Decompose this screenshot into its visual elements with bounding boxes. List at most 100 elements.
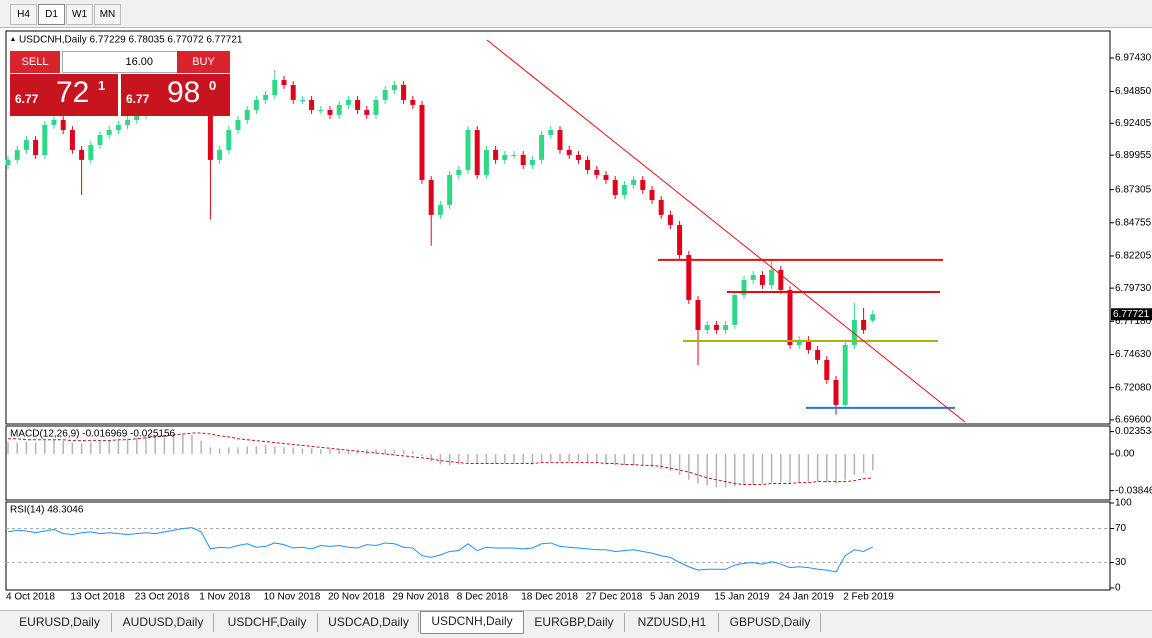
timeframe-button[interactable]: D1 bbox=[38, 4, 65, 25]
candle-body bbox=[134, 114, 140, 120]
x-tick-label: 23 Oct 2018 bbox=[135, 592, 190, 603]
buy-button[interactable]: BUY bbox=[177, 51, 230, 73]
candle-body bbox=[364, 109, 370, 115]
candle-body bbox=[575, 154, 581, 160]
candle-body bbox=[511, 154, 517, 156]
candle-body bbox=[502, 154, 508, 160]
candle-body bbox=[529, 159, 535, 165]
candle-body bbox=[750, 275, 756, 280]
candle-body bbox=[594, 169, 600, 176]
buy-price[interactable]: 6.77 98 0 bbox=[121, 74, 230, 116]
candle-body bbox=[851, 320, 857, 345]
candle-body bbox=[520, 154, 526, 165]
symbol-tab[interactable]: EURUSD,Daily bbox=[8, 613, 112, 632]
candle-body bbox=[640, 179, 646, 190]
y-tick-label: 6.82205 bbox=[1115, 251, 1152, 262]
candle-body bbox=[318, 109, 324, 111]
y-tick-label: 6.92405 bbox=[1115, 118, 1152, 129]
x-tick-label: 1 Nov 2018 bbox=[199, 592, 251, 603]
price-fraction: 1 bbox=[98, 78, 106, 93]
y-tick-label: 6.89955 bbox=[1115, 150, 1152, 161]
candle-body bbox=[585, 159, 591, 170]
candle-body bbox=[373, 99, 379, 115]
candle-body bbox=[631, 179, 637, 186]
volume-input[interactable]: 16.00 bbox=[62, 51, 178, 73]
candle-body bbox=[299, 99, 305, 101]
candle-body bbox=[263, 95, 269, 100]
candle-body bbox=[272, 79, 278, 96]
candle-body bbox=[226, 130, 232, 150]
candle-body bbox=[290, 85, 296, 100]
candle-body bbox=[125, 119, 131, 125]
price-pips: 72 bbox=[56, 76, 90, 109]
timeframe-toolbar: H4 D1 W1 MN bbox=[0, 0, 1152, 28]
candle-body bbox=[235, 119, 241, 131]
sell-button[interactable]: SELL bbox=[10, 51, 60, 73]
price-fraction: 0 bbox=[209, 78, 217, 93]
candle-body bbox=[106, 130, 112, 135]
symbol-tab[interactable]: USDCHF,Daily bbox=[217, 613, 318, 632]
timeframe-button[interactable]: MN bbox=[94, 4, 121, 25]
symbol-tab[interactable]: NZDUSD,H1 bbox=[626, 613, 719, 632]
candle-body bbox=[79, 149, 85, 160]
candle-body bbox=[677, 224, 683, 255]
volume: 16.00 bbox=[125, 56, 153, 68]
y-tick-label: -0.038466 bbox=[1115, 485, 1152, 496]
x-tick-label: 10 Nov 2018 bbox=[264, 592, 321, 603]
candle-body bbox=[824, 359, 830, 380]
chart: 6.97430 6.94850 6.92405 6.89955 6.87305 6.847… bbox=[5, 30, 1152, 603]
candle-body bbox=[51, 119, 57, 125]
candle-body bbox=[327, 109, 333, 115]
candle-body bbox=[465, 130, 471, 170]
x-tick-label: 4 Oct 2018 bbox=[6, 592, 55, 603]
rsi-line bbox=[7, 527, 874, 573]
symbol-tabs: EURUSD,Daily AUDUSD,Daily USDCHF,Daily USDC… bbox=[0, 610, 1152, 638]
candle-body bbox=[474, 130, 480, 176]
symbol-tab[interactable]: USDCAD,Daily bbox=[319, 613, 419, 632]
candle-body bbox=[14, 149, 20, 160]
trendline bbox=[486, 39, 966, 423]
x-tick-label: 24 Jan 2019 bbox=[779, 592, 834, 603]
title-marker bbox=[11, 37, 15, 41]
y-tick-label: 6.72080 bbox=[1115, 382, 1152, 393]
candle-body bbox=[410, 99, 416, 105]
candle-body bbox=[253, 99, 259, 110]
candle-body bbox=[345, 99, 351, 105]
timeframe-button[interactable]: H4 bbox=[10, 4, 37, 25]
symbol-tab[interactable]: USDCNH,Daily bbox=[420, 611, 524, 634]
candle-body bbox=[447, 175, 453, 205]
candle-body bbox=[217, 149, 223, 160]
candle-body bbox=[686, 254, 692, 300]
panel-title: MACD(12,26,9) -0.016969 -0.025156 bbox=[10, 429, 176, 440]
candle-body bbox=[723, 324, 729, 331]
candle-body bbox=[437, 204, 443, 215]
candle-body bbox=[759, 275, 765, 286]
x-tick-label: 29 Nov 2018 bbox=[392, 592, 449, 603]
last-price-box bbox=[1111, 308, 1152, 321]
symbol-tab[interactable]: GBPUSD,Daily bbox=[720, 613, 821, 632]
symbol-tab[interactable]: EURGBP,Daily bbox=[524, 613, 625, 632]
x-tick-label: 18 Dec 2018 bbox=[521, 592, 578, 603]
y-tick-label: 6.97430 bbox=[1115, 53, 1152, 64]
candle-body bbox=[621, 185, 627, 196]
candle-body bbox=[842, 344, 848, 405]
candle-body bbox=[649, 189, 655, 200]
y-tick-label: 0.023534 bbox=[1115, 426, 1152, 437]
price-prefix: 6.77 bbox=[126, 92, 150, 106]
chart-title: USDCNH,Daily 6.77229 6.78035 6.77072 6.7… bbox=[19, 35, 243, 46]
candle-body bbox=[704, 324, 710, 331]
candle-body bbox=[309, 99, 315, 110]
symbol-tab[interactable]: AUDUSD,Daily bbox=[113, 613, 214, 632]
panel-frame bbox=[5, 501, 1111, 591]
candle-body bbox=[769, 269, 775, 286]
timeframe-button[interactable]: W1 bbox=[66, 4, 93, 25]
candle-body bbox=[861, 320, 867, 331]
candle-body bbox=[97, 134, 103, 145]
candle-body bbox=[796, 340, 802, 345]
y-tick-label: 6.79730 bbox=[1115, 283, 1152, 294]
candle-body bbox=[493, 149, 499, 160]
y-tick-label: 6.74630 bbox=[1115, 349, 1152, 360]
candle-body bbox=[483, 149, 489, 176]
sell-price[interactable]: 6.77 72 1 bbox=[10, 74, 118, 116]
